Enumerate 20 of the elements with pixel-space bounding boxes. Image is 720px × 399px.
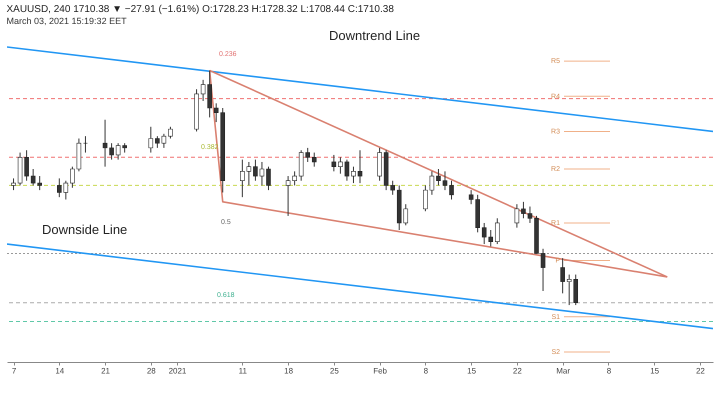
x-tick-label: 2021: [168, 366, 187, 376]
x-tick-label: 15: [650, 366, 660, 376]
chart-title: XAUUSD, 240 1710.38 ▼ −27.91 (−1.61%) O:1728.23 H:1728.32 L:1708.44 C:1710.38: [6, 4, 394, 15]
x-tick-label: Feb: [373, 366, 388, 376]
x-tick-label: 15: [467, 366, 477, 376]
x-tick-label: 21: [101, 366, 111, 376]
x-tick-label: Mar: [556, 366, 570, 376]
x-tick-label: 8: [606, 366, 612, 376]
x-tick-label: 22: [696, 366, 706, 376]
x-tick-label: 11: [238, 366, 248, 376]
x-tick-label: 28: [146, 366, 156, 376]
x-tick-label: 14: [55, 366, 65, 376]
x-tick-label: 22: [512, 366, 522, 376]
x-tick-label: 18: [284, 366, 294, 376]
x-tick-label: 7: [12, 366, 17, 376]
chart-subtitle: March 03, 2021 15:19:32 EET: [6, 16, 128, 26]
x-tick-label: 8: [424, 366, 429, 376]
x-tick-label: 25: [330, 366, 340, 376]
text: Downtrend Line: [329, 28, 420, 43]
annotation: Downside Line: [42, 222, 128, 237]
